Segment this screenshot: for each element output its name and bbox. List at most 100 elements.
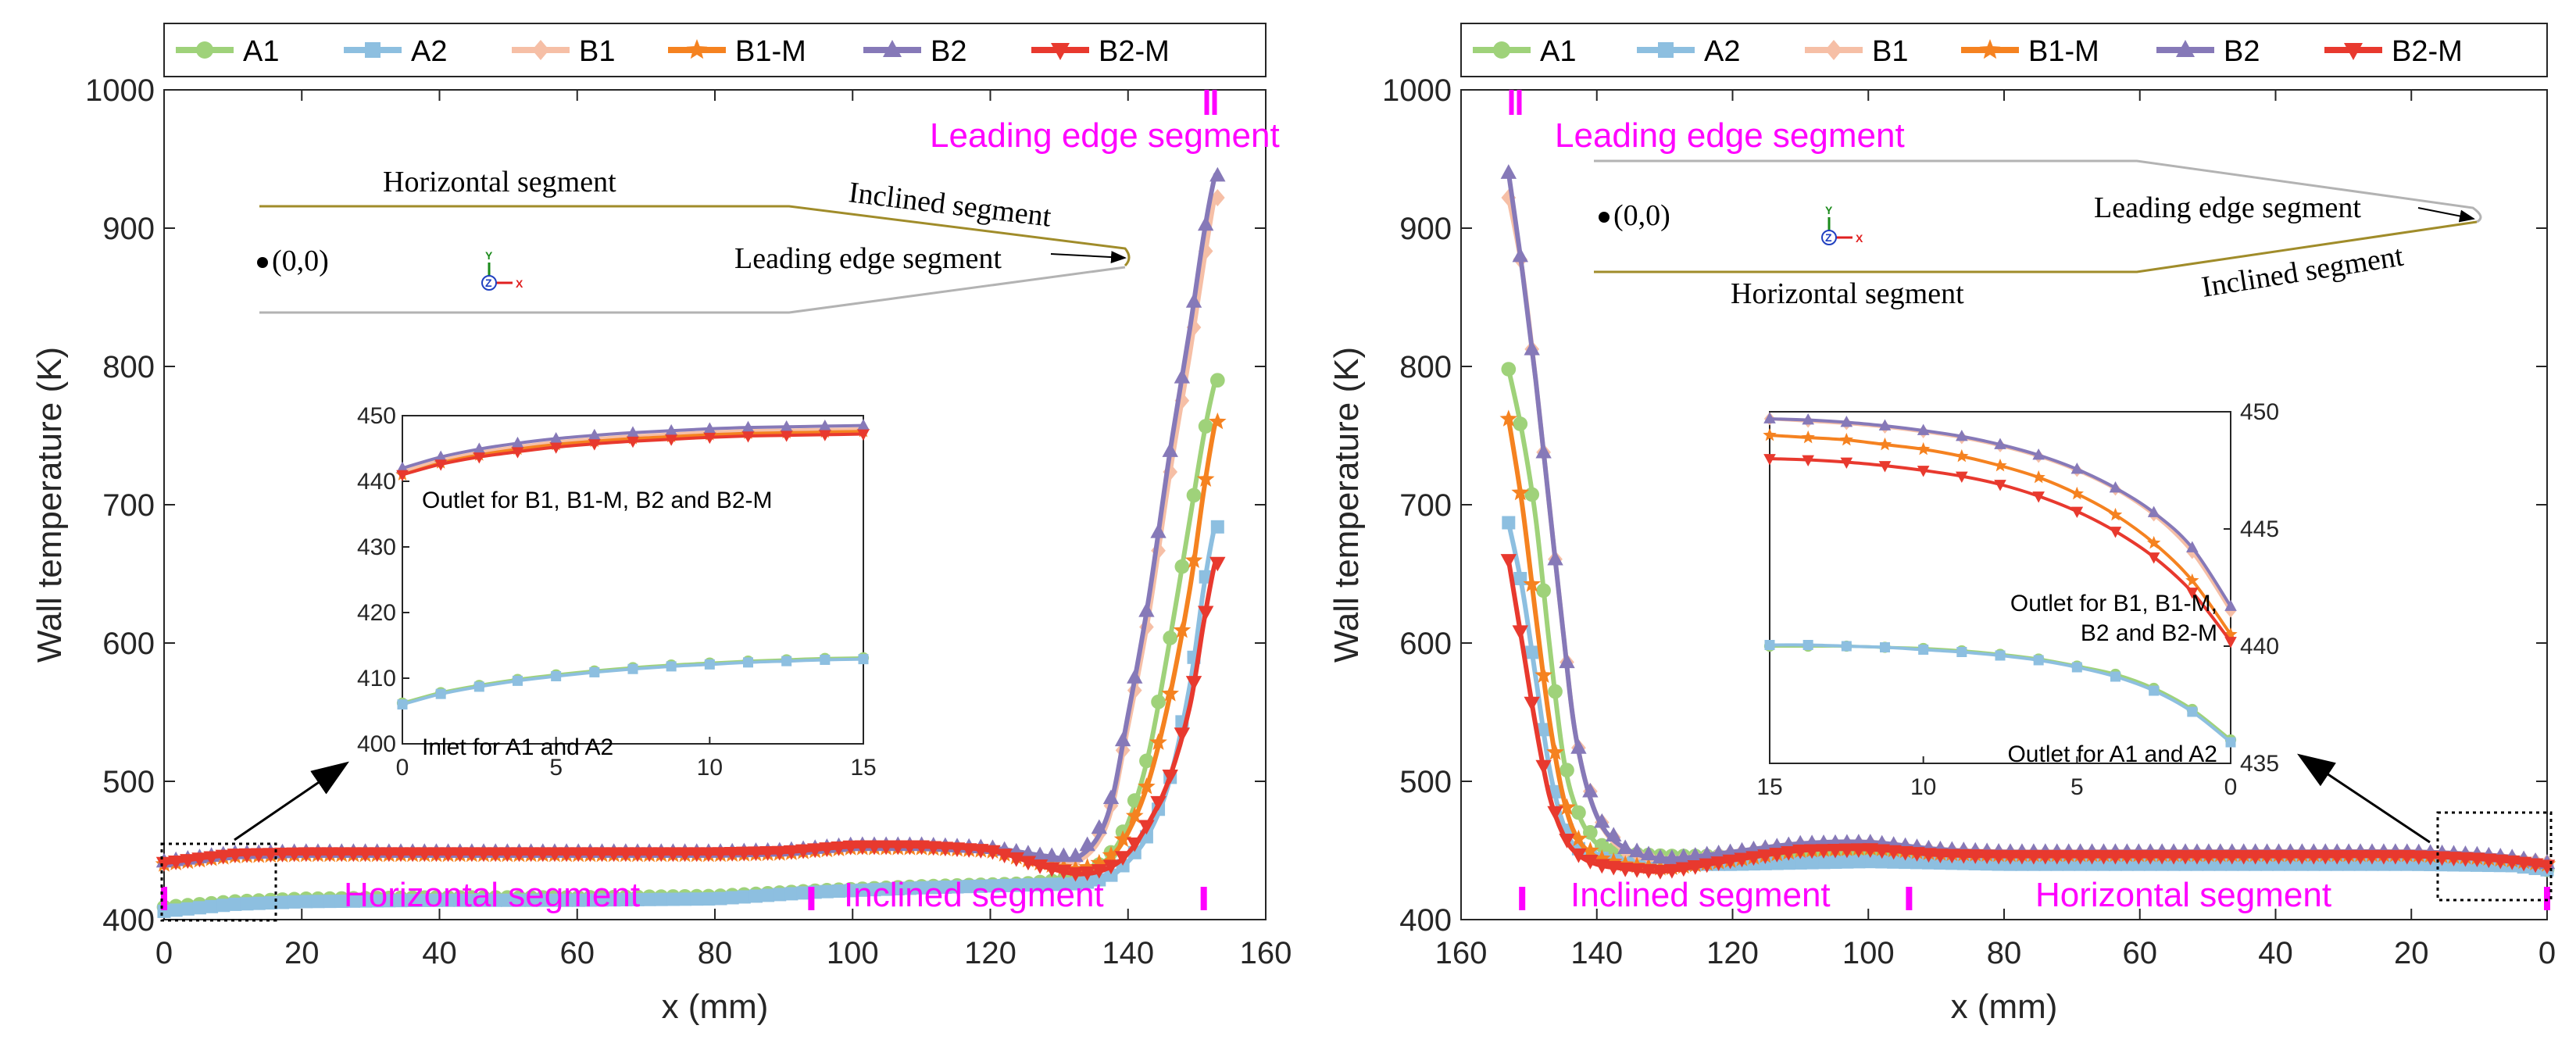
axis-x-label: X (1856, 232, 1863, 245)
leading-edge-marker (1212, 90, 1217, 115)
inset-data-point (820, 654, 831, 665)
data-point (2399, 849, 2415, 865)
data-point (1606, 860, 1622, 876)
data-point (844, 884, 858, 898)
data-point (2375, 849, 2392, 865)
data-point (749, 889, 763, 903)
data-point (499, 847, 516, 863)
data-point (238, 848, 255, 863)
data-point (309, 847, 327, 863)
data-point (1594, 813, 1610, 828)
data-point (1020, 845, 1037, 859)
data-point (2352, 849, 2369, 865)
data-point (1978, 849, 1995, 865)
data-point (1513, 572, 1527, 586)
data-point (1067, 847, 1084, 863)
data-point (1209, 166, 1226, 182)
data-point (866, 840, 883, 856)
legend-item-b1: B1 (512, 35, 615, 68)
data-point (1163, 631, 1178, 645)
data-point (2422, 850, 2438, 866)
data-point (1174, 727, 1191, 742)
data-point (1524, 487, 1540, 502)
data-point (404, 847, 421, 863)
data-point (1862, 843, 1878, 858)
data-point (1512, 247, 1528, 263)
right-chart-panel: 160 140 120 100 80 60 40 20 04005006007008009001… (1327, 23, 2556, 1026)
data-point (665, 847, 681, 863)
data-point (950, 880, 964, 894)
data-point (536, 893, 550, 907)
inset-data-point (1802, 455, 1814, 466)
data-point (2527, 858, 2544, 874)
inset-data-point (2110, 671, 2120, 682)
inset-data-point (513, 675, 523, 686)
x-tick-label: 60 (2123, 936, 2158, 970)
data-point (1805, 856, 1819, 870)
data-point (902, 840, 918, 856)
geometry-leading-label: Leading edge segment (734, 242, 1002, 275)
data-point (773, 888, 787, 902)
inset-data-point (703, 432, 716, 445)
inset-x-tick-label: 5 (2070, 774, 2084, 800)
data-point (2492, 854, 2509, 870)
inset-data-point (2032, 448, 2045, 460)
inset-data-point (858, 654, 869, 665)
data-point (429, 893, 443, 907)
data-point (1513, 416, 1528, 431)
data-point (1687, 860, 1703, 875)
data-point (1815, 844, 1832, 859)
inset-data-point (1956, 471, 1968, 483)
y-tick-label: 800 (102, 350, 155, 384)
data-point (500, 893, 514, 907)
x-tick-label: 20 (2394, 936, 2429, 970)
x-tick-label: 0 (155, 936, 173, 970)
inset-data-point (1763, 454, 1776, 466)
data-point (842, 840, 859, 856)
inset-label-top: B2 and B2-M (2081, 620, 2217, 646)
inset-data-point (2108, 507, 2123, 521)
data-point (2037, 849, 2054, 865)
data-point (891, 881, 905, 895)
data-point (2271, 849, 2287, 865)
data-point (1769, 848, 1785, 863)
data-point (631, 892, 645, 906)
inset-data-point (2224, 637, 2237, 648)
legend-label: B2 (2224, 35, 2260, 68)
y-tick-label: 600 (102, 627, 155, 661)
data-point (641, 847, 658, 863)
data-point (1781, 856, 1795, 870)
data-point (169, 903, 183, 917)
data-point (2387, 849, 2404, 865)
data-point (1209, 556, 1226, 572)
legend-marker (196, 41, 213, 59)
data-point (1675, 862, 1692, 877)
data-point (334, 847, 350, 863)
x-tick-label: 60 (560, 936, 595, 970)
inset-data-point (2147, 552, 2160, 564)
data-point (1582, 782, 1599, 798)
data-point (1512, 625, 1528, 641)
inset-data-point (1841, 641, 1852, 652)
data-point (465, 893, 479, 907)
origin-label: (0,0) (1613, 199, 1670, 232)
inset-data-point (1802, 413, 1814, 425)
data-point (523, 847, 539, 863)
legend-item-a1: A1 (176, 35, 279, 68)
data-point (1209, 189, 1225, 207)
data-point (712, 847, 729, 862)
data-point (759, 846, 776, 861)
data-point (925, 841, 941, 856)
inset-data-point (2109, 527, 2122, 538)
inset-data-point (434, 450, 447, 462)
inset-series-a2 (397, 654, 869, 710)
data-point (1162, 442, 1178, 457)
data-point (1502, 516, 1516, 530)
inset-data-point (549, 431, 563, 444)
data-point (2177, 849, 2194, 865)
inset-data-point (1956, 647, 1967, 657)
inset-frame (402, 415, 864, 745)
data-point (1604, 852, 1623, 870)
data-point (2259, 849, 2275, 865)
data-point (879, 882, 893, 896)
